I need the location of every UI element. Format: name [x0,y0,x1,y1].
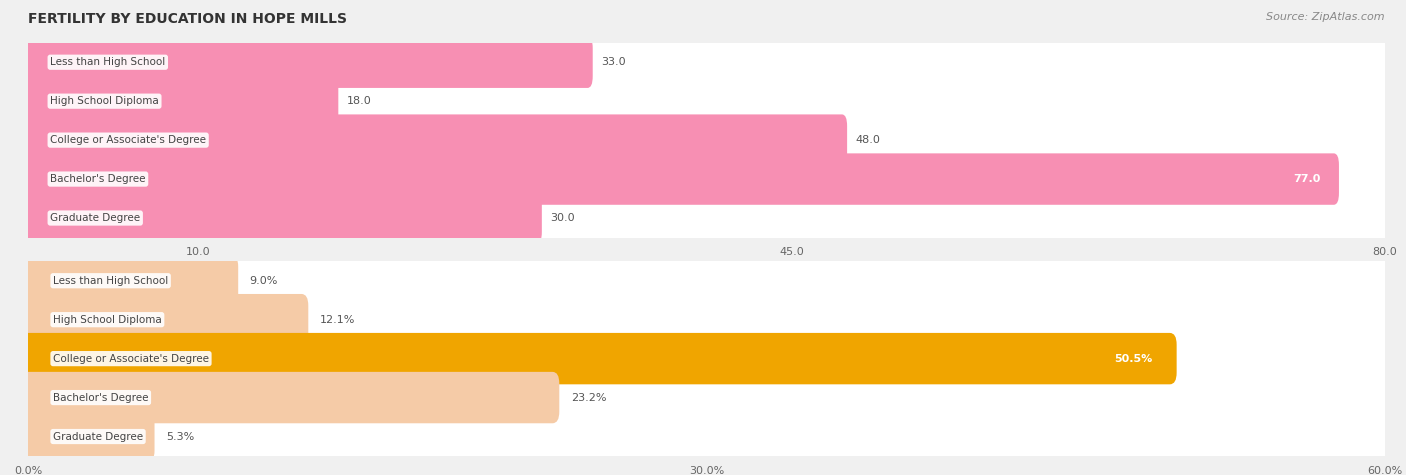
Text: Less than High School: Less than High School [51,57,166,67]
FancyBboxPatch shape [21,372,1392,423]
FancyBboxPatch shape [21,411,155,462]
FancyBboxPatch shape [24,192,541,244]
FancyBboxPatch shape [24,37,593,88]
FancyBboxPatch shape [21,411,1392,462]
Text: 12.1%: 12.1% [319,314,356,325]
FancyBboxPatch shape [24,76,339,127]
Text: Graduate Degree: Graduate Degree [53,431,143,442]
Text: College or Associate's Degree: College or Associate's Degree [51,135,207,145]
Text: 23.2%: 23.2% [571,392,606,403]
FancyBboxPatch shape [21,255,238,306]
Text: 50.5%: 50.5% [1114,353,1152,364]
Text: 77.0: 77.0 [1294,174,1320,184]
Text: 30.0: 30.0 [551,213,575,223]
Text: 48.0: 48.0 [856,135,880,145]
FancyBboxPatch shape [24,114,1389,166]
FancyBboxPatch shape [21,333,1177,384]
Text: 18.0: 18.0 [347,96,371,106]
Text: Bachelor's Degree: Bachelor's Degree [53,392,149,403]
Text: 9.0%: 9.0% [250,276,278,286]
Text: Source: ZipAtlas.com: Source: ZipAtlas.com [1267,12,1385,22]
Text: High School Diploma: High School Diploma [53,314,162,325]
Text: Graduate Degree: Graduate Degree [51,213,141,223]
FancyBboxPatch shape [24,192,1389,244]
Text: FERTILITY BY EDUCATION IN HOPE MILLS: FERTILITY BY EDUCATION IN HOPE MILLS [28,12,347,26]
Text: College or Associate's Degree: College or Associate's Degree [53,353,209,364]
FancyBboxPatch shape [21,333,1392,384]
Text: 33.0: 33.0 [602,57,626,67]
FancyBboxPatch shape [21,294,308,345]
FancyBboxPatch shape [24,37,1389,88]
FancyBboxPatch shape [24,153,1389,205]
FancyBboxPatch shape [24,153,1339,205]
FancyBboxPatch shape [24,114,846,166]
Text: Bachelor's Degree: Bachelor's Degree [51,174,146,184]
Text: High School Diploma: High School Diploma [51,96,159,106]
Text: Less than High School: Less than High School [53,276,169,286]
FancyBboxPatch shape [21,294,1392,345]
Text: 5.3%: 5.3% [166,431,194,442]
FancyBboxPatch shape [21,372,560,423]
FancyBboxPatch shape [21,255,1392,306]
FancyBboxPatch shape [24,76,1389,127]
